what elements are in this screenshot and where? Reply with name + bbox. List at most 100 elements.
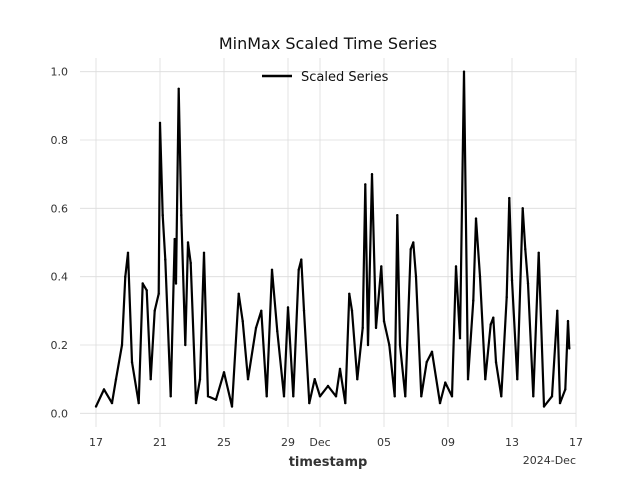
data-point — [366, 343, 370, 347]
data-point — [356, 378, 359, 381]
x-tick-label: 09 — [441, 436, 455, 449]
data-point — [286, 306, 290, 309]
data-point — [500, 395, 503, 398]
data-point — [164, 258, 167, 261]
data-point — [382, 319, 386, 323]
chart-title: MinMax Scaled Time Series — [219, 34, 437, 53]
data-point — [169, 395, 172, 398]
data-point — [505, 296, 508, 299]
data-point — [454, 265, 458, 268]
data-point — [137, 401, 140, 405]
data-point — [158, 121, 162, 125]
data-point — [114, 378, 118, 381]
legend-label: Scaled Series — [301, 70, 389, 85]
x-offset-label: 2024-Dec — [523, 454, 576, 467]
data-point — [313, 378, 316, 381]
data-point — [246, 378, 250, 381]
data-point — [516, 378, 519, 381]
data-point — [374, 326, 378, 330]
data-point — [425, 360, 428, 364]
data-point — [94, 405, 98, 408]
data-point — [398, 343, 402, 347]
data-point — [444, 381, 447, 384]
data-point — [184, 343, 187, 347]
data-point — [478, 275, 482, 278]
data-point — [308, 401, 311, 405]
data-point — [254, 326, 258, 330]
data-point — [141, 282, 144, 285]
data-point — [474, 217, 478, 220]
data-point — [404, 395, 407, 398]
data-point — [186, 241, 190, 244]
data-point — [420, 395, 423, 398]
data-point — [173, 237, 176, 241]
data-point — [110, 401, 114, 405]
data-point — [202, 251, 206, 254]
data-point — [438, 401, 442, 405]
data-point — [550, 395, 554, 398]
data-point — [568, 347, 571, 350]
data-point — [177, 87, 180, 91]
data-point — [260, 309, 263, 312]
data-point — [492, 316, 495, 319]
data-point — [364, 183, 367, 186]
x-tick-label: 17 — [89, 436, 103, 449]
data-point — [189, 261, 192, 265]
data-point — [149, 378, 152, 381]
x-tick-label: Dec — [309, 436, 330, 449]
data-point — [348, 292, 351, 295]
data-point — [409, 248, 412, 251]
data-point — [380, 265, 383, 268]
data-point — [558, 401, 562, 405]
data-point — [222, 371, 226, 374]
data-point — [566, 319, 570, 323]
y-tick-label: 0.8 — [51, 134, 69, 147]
data-point — [206, 395, 210, 398]
data-point — [276, 330, 279, 333]
x-axis-label: timestamp — [289, 455, 368, 470]
data-point — [302, 309, 306, 312]
data-point — [326, 384, 330, 388]
data-point — [282, 395, 286, 398]
y-tick-label: 0.0 — [51, 407, 69, 420]
data-point — [130, 360, 134, 364]
data-point — [318, 395, 322, 398]
data-point — [270, 268, 274, 271]
data-point — [521, 207, 524, 210]
data-point — [458, 337, 462, 340]
data-point — [126, 251, 130, 254]
data-point — [174, 282, 178, 285]
data-point — [102, 388, 106, 391]
x-tick-label: 21 — [153, 436, 167, 449]
data-point — [180, 214, 183, 217]
data-point — [508, 196, 511, 200]
data-point — [414, 275, 418, 278]
y-tick-label: 0.6 — [51, 202, 69, 215]
x-tick-label: 17 — [569, 436, 583, 449]
data-point — [338, 367, 342, 371]
data-point — [466, 378, 470, 381]
data-point — [120, 343, 124, 347]
x-tick-label: 13 — [505, 436, 519, 449]
data-point — [412, 241, 415, 244]
data-point — [556, 309, 559, 312]
y-tick-label: 1.0 — [51, 66, 69, 79]
data-point — [334, 395, 338, 398]
data-point — [214, 398, 218, 401]
data-point — [153, 309, 156, 312]
data-point — [532, 395, 535, 398]
data-point — [526, 282, 530, 285]
data-point — [198, 378, 202, 381]
series-group — [94, 70, 571, 408]
data-point — [462, 70, 466, 73]
data-point — [542, 405, 546, 408]
data-point — [370, 173, 374, 176]
data-point — [161, 214, 164, 217]
x-tick-label: 25 — [217, 436, 231, 449]
data-point — [564, 388, 567, 391]
data-point — [393, 395, 396, 398]
data-point — [484, 378, 487, 381]
data-point — [450, 395, 454, 398]
data-point — [524, 248, 527, 251]
data-point — [230, 405, 234, 408]
